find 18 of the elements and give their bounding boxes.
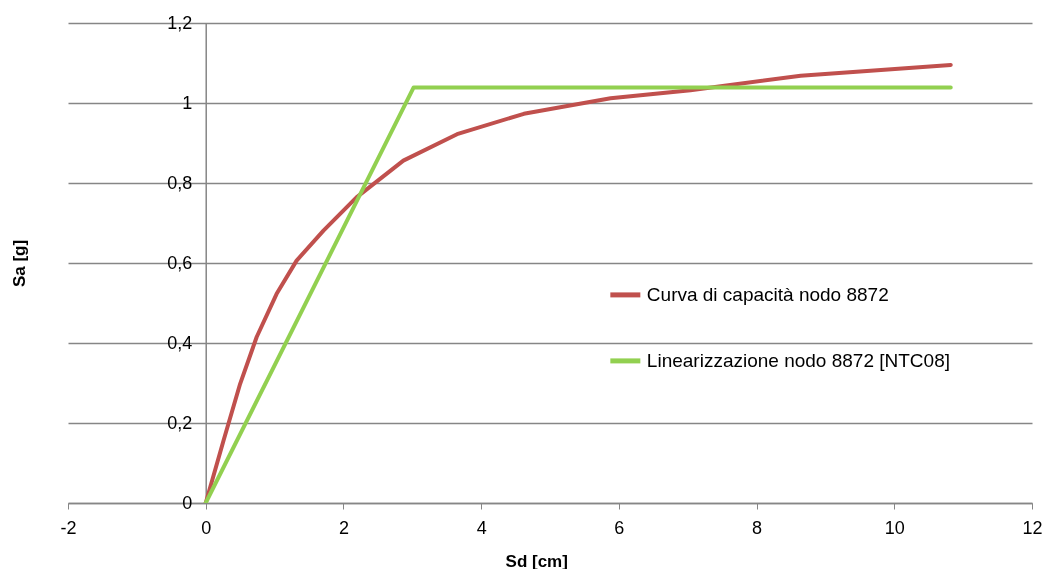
y-tick-label: 0,8 (167, 172, 193, 193)
x-tick-label: 2 (338, 517, 349, 538)
x-tick-label: 10 (884, 517, 905, 538)
y-tick-label: 0 (182, 492, 193, 513)
y-tick-label: 0,2 (167, 412, 193, 433)
x-tick-label: 0 (201, 517, 212, 538)
x-tick-label: 4 (476, 517, 487, 538)
x-tick-label: 6 (614, 517, 625, 538)
y-tick-label: 1 (182, 92, 193, 113)
y-tick-label: 1,2 (167, 12, 193, 33)
x-tick-label: 12 (1022, 517, 1043, 538)
y-tick-label: 0,6 (167, 252, 193, 273)
legend-label: Linearizzazione nodo 8872 [NTC08] (646, 349, 950, 371)
y-tick-label: 0,4 (167, 332, 193, 353)
legend-label: Curva di capacità nodo 8872 (646, 283, 889, 305)
y-axis-title: Sa [g] (9, 239, 29, 288)
x-tick-label: -2 (60, 517, 77, 538)
x-tick-label: 8 (752, 517, 763, 538)
